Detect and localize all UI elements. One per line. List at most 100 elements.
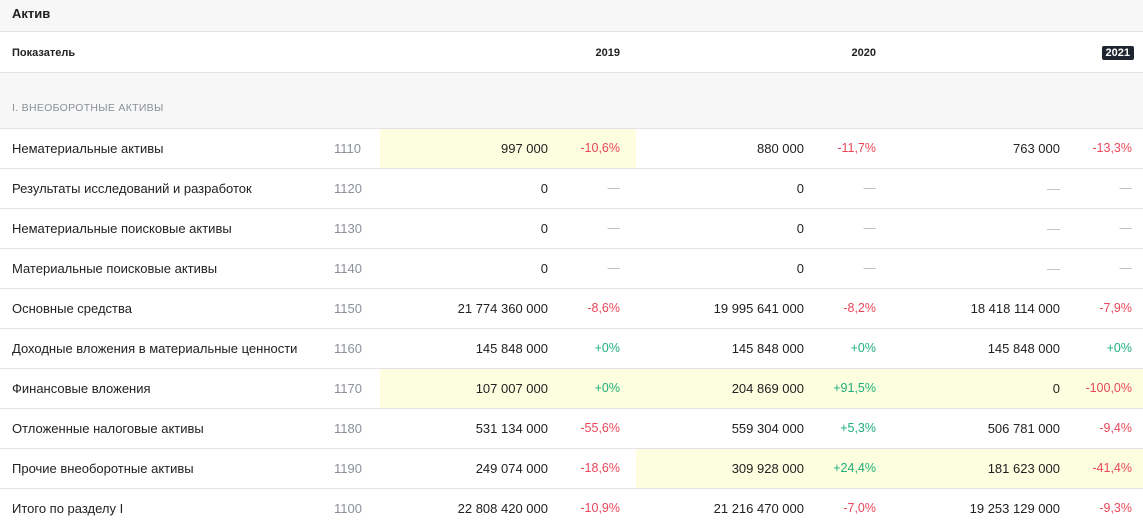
column-header-year-2021-selected[interactable]: 2021 bbox=[1101, 46, 1134, 60]
value-cell: 559 304 000 bbox=[731, 421, 804, 436]
change-cell: +91,5% bbox=[833, 381, 876, 395]
table-row[interactable]: Основные средства 1150 21 774 360 000 -8,6%… bbox=[0, 289, 1143, 329]
value-cell: 19 995 641 000 bbox=[713, 301, 804, 316]
change-cell: — bbox=[863, 261, 877, 275]
value-cell: 145 848 000 bbox=[475, 341, 548, 356]
change-cell: -13,3% bbox=[1092, 141, 1132, 155]
table-row[interactable]: Материальные поисковые активы 1140 0 — 0 — — — bbox=[0, 249, 1143, 289]
row-label: Доходные вложения в материальные ценност… bbox=[12, 341, 298, 356]
change-cell: — bbox=[607, 261, 621, 275]
column-header-year-2020[interactable]: 2020 bbox=[851, 47, 876, 59]
change-cell: -100,0% bbox=[1085, 381, 1132, 395]
value-cell: 0 bbox=[540, 181, 548, 196]
row-label: Материальные поисковые активы bbox=[12, 261, 218, 276]
change-cell: — bbox=[1119, 261, 1133, 275]
change-cell: -10,9% bbox=[580, 501, 620, 515]
row-code: 1120 bbox=[334, 181, 362, 196]
row-label: Результаты исследований и разработок bbox=[12, 181, 252, 196]
panel-title: Актив bbox=[12, 6, 51, 21]
row-code: 1160 bbox=[334, 341, 362, 356]
row-label: Отложенные налоговые активы bbox=[12, 421, 204, 436]
value-cell: 21 216 470 000 bbox=[713, 501, 804, 516]
column-header-year-2019[interactable]: 2019 bbox=[595, 47, 620, 59]
change-cell: +0% bbox=[594, 341, 620, 355]
table-row[interactable]: Прочие внеоборотные активы 1190 249 074 00… bbox=[0, 449, 1143, 489]
value-cell: 531 134 000 bbox=[475, 421, 548, 436]
column-header-indicator: Показатель bbox=[12, 47, 76, 59]
row-label: Основные средства bbox=[12, 301, 132, 316]
change-cell: -55,6% bbox=[580, 421, 620, 435]
value-cell: 997 000 bbox=[501, 141, 548, 156]
cell-highlight bbox=[380, 129, 636, 168]
change-cell: — bbox=[1119, 181, 1133, 195]
change-cell: — bbox=[863, 181, 877, 195]
value-cell: 309 928 000 bbox=[731, 461, 804, 476]
value-cell: 181 623 000 bbox=[987, 461, 1060, 476]
section-header: I. ВНЕОБОРОТНЫЕ АКТИВЫ bbox=[0, 73, 1143, 129]
cell-highlight bbox=[636, 369, 892, 408]
value-cell: — bbox=[1047, 261, 1060, 276]
value-cell: 145 848 000 bbox=[987, 341, 1060, 356]
cell-highlight bbox=[892, 369, 1143, 408]
change-cell: -41,4% bbox=[1092, 461, 1132, 475]
change-cell: -18,6% bbox=[580, 461, 620, 475]
row-code: 1170 bbox=[334, 381, 362, 396]
row-code: 1190 bbox=[334, 461, 362, 476]
row-code: 1110 bbox=[334, 141, 361, 156]
change-cell: -7,9% bbox=[1099, 301, 1132, 315]
value-cell: 0 bbox=[540, 221, 548, 236]
change-cell: — bbox=[863, 221, 877, 235]
change-cell: +0% bbox=[850, 341, 876, 355]
value-cell: 107 007 000 bbox=[475, 381, 548, 396]
value-cell: — bbox=[1047, 221, 1060, 236]
row-code: 1130 bbox=[334, 221, 362, 236]
value-cell: 19 253 129 000 bbox=[969, 501, 1060, 516]
table-row[interactable]: Нематериальные активы 1110 997 000 -10,6% 88… bbox=[0, 129, 1143, 169]
row-code: 1140 bbox=[334, 261, 362, 276]
change-cell: +0% bbox=[1106, 341, 1132, 355]
value-cell: 18 418 114 000 bbox=[970, 301, 1060, 316]
value-cell: 0 bbox=[796, 221, 804, 236]
change-cell: -9,3% bbox=[1099, 501, 1132, 515]
table-row[interactable]: Доходные вложения в материальные ценност… bbox=[0, 329, 1143, 369]
change-cell: -8,6% bbox=[587, 301, 620, 315]
change-cell: -9,4% bbox=[1099, 421, 1132, 435]
change-cell: — bbox=[607, 221, 621, 235]
value-cell: 249 074 000 bbox=[475, 461, 548, 476]
value-cell: 506 781 000 bbox=[987, 421, 1060, 436]
change-cell: -7,0% bbox=[843, 501, 876, 515]
value-cell: 145 848 000 bbox=[731, 341, 804, 356]
table-row[interactable]: Результаты исследований и разработок 1120… bbox=[0, 169, 1143, 209]
value-cell: 0 bbox=[796, 261, 804, 276]
table-row[interactable]: Нематериальные поисковые активы 1130 0 — 0 — —… bbox=[0, 209, 1143, 249]
table-row[interactable]: Финансовые вложения 1170 107 007 000 +0% 204… bbox=[0, 369, 1143, 409]
row-code: 1150 bbox=[334, 301, 362, 316]
value-cell: 0 bbox=[1052, 381, 1060, 396]
change-cell: -8,2% bbox=[843, 301, 876, 315]
table-row[interactable]: Отложенные налоговые активы 1180 531 134 0… bbox=[0, 409, 1143, 449]
value-cell: 21 774 360 000 bbox=[457, 301, 548, 316]
row-label: Нематериальные активы bbox=[12, 141, 164, 156]
cell-highlight bbox=[636, 449, 892, 488]
panel-title-bar: Актив bbox=[0, 0, 1143, 32]
row-label: Прочие внеоборотные активы bbox=[12, 461, 194, 476]
row-label: Нематериальные поисковые активы bbox=[12, 221, 232, 236]
value-cell: — bbox=[1047, 181, 1060, 196]
row-label: Финансовые вложения bbox=[12, 381, 151, 396]
change-cell: — bbox=[607, 181, 621, 195]
change-cell: +0% bbox=[594, 381, 620, 395]
change-cell: -11,7% bbox=[837, 141, 876, 155]
change-cell: +5,3% bbox=[840, 421, 876, 435]
change-cell: +24,4% bbox=[833, 461, 876, 475]
value-cell: 880 000 bbox=[757, 141, 804, 156]
value-cell: 763 000 bbox=[1013, 141, 1060, 156]
row-code: 1180 bbox=[334, 421, 362, 436]
cell-highlight bbox=[380, 369, 636, 408]
value-cell: 22 808 420 000 bbox=[457, 501, 548, 516]
section-title: I. ВНЕОБОРОТНЫЕ АКТИВЫ bbox=[12, 102, 164, 114]
table-header: Показатель 2019 2020 2021 bbox=[0, 32, 1143, 73]
change-cell: — bbox=[1119, 221, 1133, 235]
row-label: Итого по разделу I bbox=[12, 501, 124, 516]
table-body: Нематериальные активы 1110 997 000 -10,6% 88… bbox=[0, 129, 1143, 529]
table-row[interactable]: Итого по разделу I 1100 22 808 420 000 -10,… bbox=[0, 489, 1143, 529]
